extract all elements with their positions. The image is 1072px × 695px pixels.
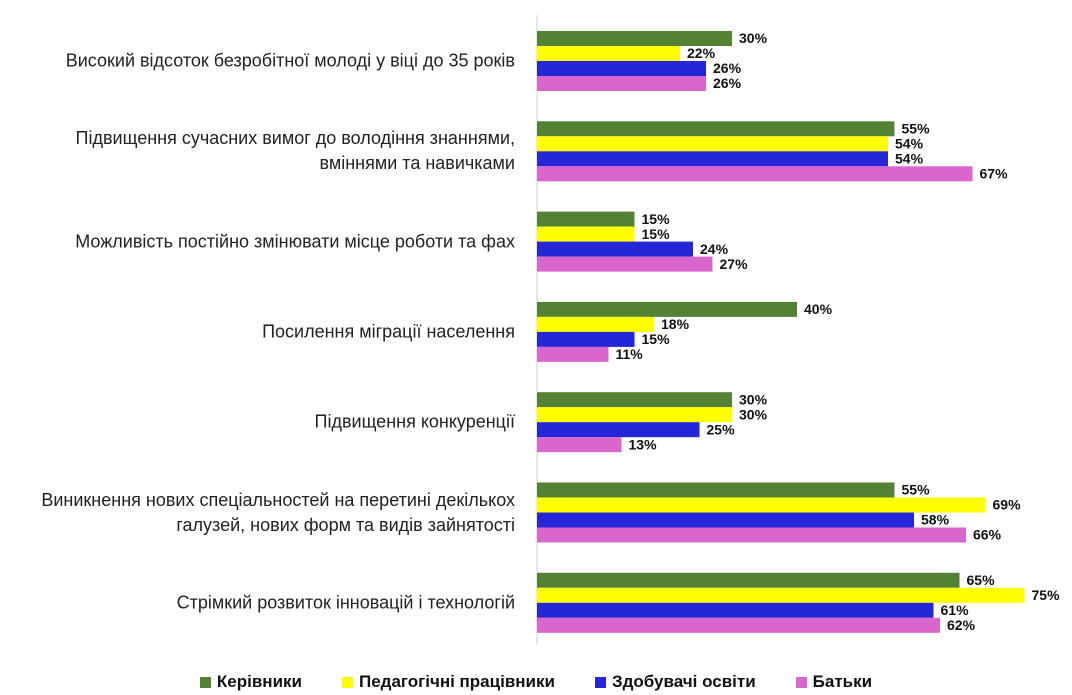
value-label: 65% bbox=[967, 572, 996, 588]
bar bbox=[537, 602, 934, 618]
category-label: Стрімкий розвиток інновацій і технологій bbox=[176, 592, 515, 613]
value-label: 67% bbox=[980, 166, 1009, 182]
value-label: 55% bbox=[902, 121, 931, 137]
bar bbox=[537, 31, 732, 46]
legend-item: Педагогічні працівники bbox=[341, 672, 555, 692]
value-label: 24% bbox=[700, 241, 729, 257]
category-label: Можливість постійно змінювати місце робо… bbox=[75, 231, 515, 252]
bar bbox=[537, 482, 895, 498]
bar bbox=[537, 316, 654, 332]
legend-swatch bbox=[594, 676, 606, 688]
bar bbox=[537, 497, 986, 513]
bar bbox=[537, 256, 713, 272]
bar bbox=[537, 422, 700, 438]
legend-label: Здобувачі освіти bbox=[611, 672, 756, 691]
value-label: 26% bbox=[713, 75, 742, 91]
value-label: 66% bbox=[973, 527, 1002, 543]
legend-swatch bbox=[795, 676, 807, 688]
legend-item: Здобувачі освіти bbox=[594, 672, 756, 692]
bar bbox=[537, 301, 797, 317]
category-label: Виникнення нових спеціальностей на перет… bbox=[41, 489, 515, 535]
bar bbox=[537, 211, 635, 227]
value-label: 26% bbox=[713, 60, 742, 76]
value-label: 27% bbox=[720, 256, 749, 272]
bar bbox=[537, 121, 895, 137]
value-label: 25% bbox=[707, 421, 736, 437]
bar bbox=[537, 151, 888, 167]
plot: 30%22%26%26%55%54%54%67%15%15%24%27%40%1… bbox=[536, 15, 1061, 645]
bar bbox=[537, 527, 966, 543]
bar bbox=[537, 61, 706, 76]
bar bbox=[537, 587, 1025, 603]
value-label: 61% bbox=[941, 602, 970, 618]
value-label: 13% bbox=[629, 436, 658, 452]
bar bbox=[537, 166, 973, 182]
category-label: Підвищення сучасних вимог до володіння з… bbox=[75, 128, 515, 174]
value-label: 75% bbox=[1032, 587, 1061, 603]
value-label: 58% bbox=[921, 512, 950, 528]
value-label: 15% bbox=[642, 211, 671, 227]
legend-item: Батьки bbox=[795, 672, 873, 692]
legend-label: Батьки bbox=[812, 672, 873, 691]
legend-swatch bbox=[341, 676, 353, 688]
category-label: Підвищення конкуренції bbox=[314, 411, 515, 432]
value-label: 30% bbox=[739, 391, 768, 407]
value-label: 11% bbox=[616, 346, 644, 362]
value-label: 18% bbox=[661, 316, 690, 332]
value-label: 62% bbox=[947, 617, 976, 633]
value-label: 54% bbox=[895, 136, 924, 152]
bar bbox=[537, 241, 693, 257]
legend: Керівники Педагогічні працівники Здобувачі… bbox=[0, 672, 1072, 692]
value-label: 69% bbox=[993, 497, 1022, 513]
value-label: 30% bbox=[739, 406, 768, 422]
bar bbox=[537, 407, 732, 423]
value-label: 15% bbox=[642, 226, 671, 242]
bar bbox=[537, 346, 609, 362]
value-label: 55% bbox=[902, 482, 931, 498]
value-label: 30% bbox=[739, 30, 768, 46]
legend-label: Керівники bbox=[216, 672, 302, 691]
bar bbox=[537, 76, 706, 91]
category-label: Посилення міграції населення bbox=[262, 321, 515, 342]
bar bbox=[537, 437, 622, 453]
bar bbox=[537, 136, 888, 152]
bar bbox=[537, 392, 732, 408]
category-label: Високий відсоток безробітної молоді у ві… bbox=[65, 50, 515, 71]
bar bbox=[537, 617, 940, 633]
legend-item: Керівники bbox=[199, 672, 302, 692]
bar bbox=[537, 331, 635, 347]
value-label: 15% bbox=[642, 331, 671, 347]
value-label: 40% bbox=[804, 301, 833, 317]
bar bbox=[537, 46, 680, 61]
legend-swatch bbox=[199, 676, 211, 688]
bar bbox=[537, 572, 960, 588]
bar bbox=[537, 512, 914, 528]
value-label: 22% bbox=[687, 45, 716, 61]
value-label: 54% bbox=[895, 151, 924, 167]
bar bbox=[537, 226, 635, 242]
legend-label: Педагогічні працівники bbox=[358, 672, 555, 691]
